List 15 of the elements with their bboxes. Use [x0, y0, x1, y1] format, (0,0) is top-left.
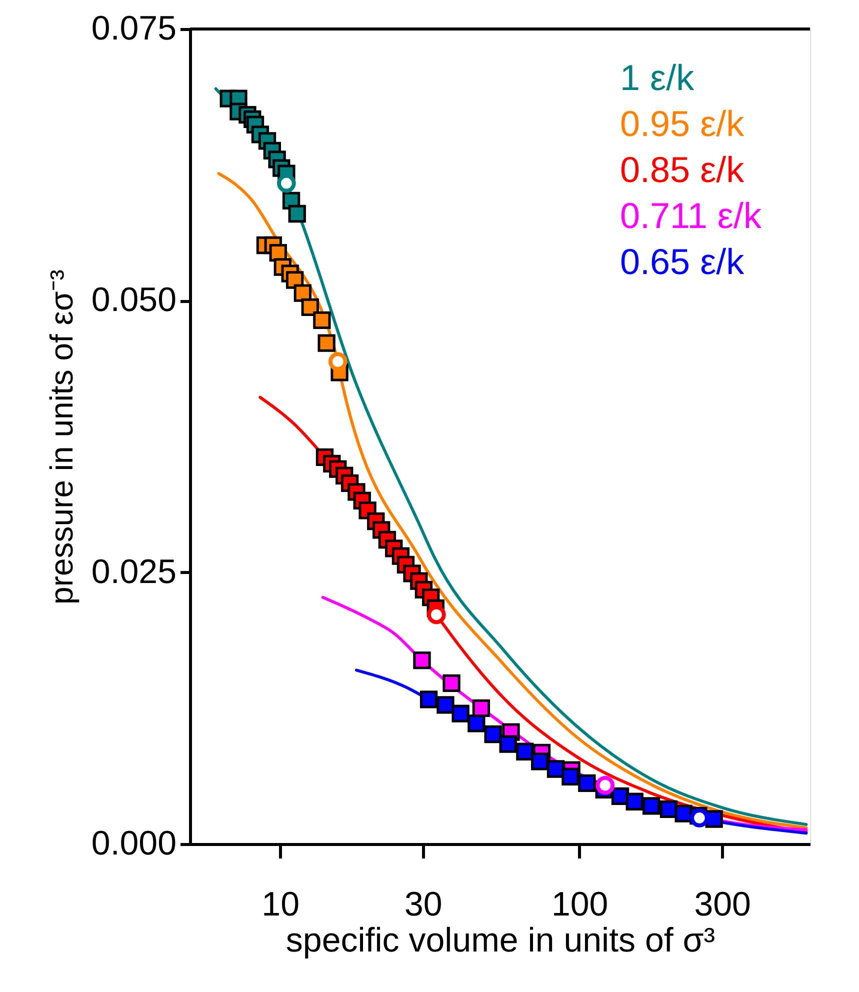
y-tick-label: 0.000: [91, 824, 176, 862]
y-tick-label: 0.050: [91, 281, 176, 320]
text: 1 ε/k: [620, 57, 696, 98]
x-tick-label: 30: [404, 886, 442, 924]
y-axis-title: pressure in units of εσ⁻³: [43, 269, 80, 604]
y-tick-label: 0.025: [91, 552, 176, 591]
x-axis-title: specific volume in units of σ³: [286, 922, 716, 960]
text: 0.85 ε/k: [620, 149, 746, 190]
text: 0.95 ε/k: [620, 103, 746, 144]
x-tick-label: 300: [694, 886, 751, 924]
x-tick-label: 100: [551, 886, 608, 924]
y-tick-label: 0.075: [91, 10, 176, 48]
x-tick-label: 10: [262, 886, 300, 924]
text: 0.65 ε/k: [620, 241, 746, 282]
text: 0.711 ε/k: [620, 195, 762, 236]
